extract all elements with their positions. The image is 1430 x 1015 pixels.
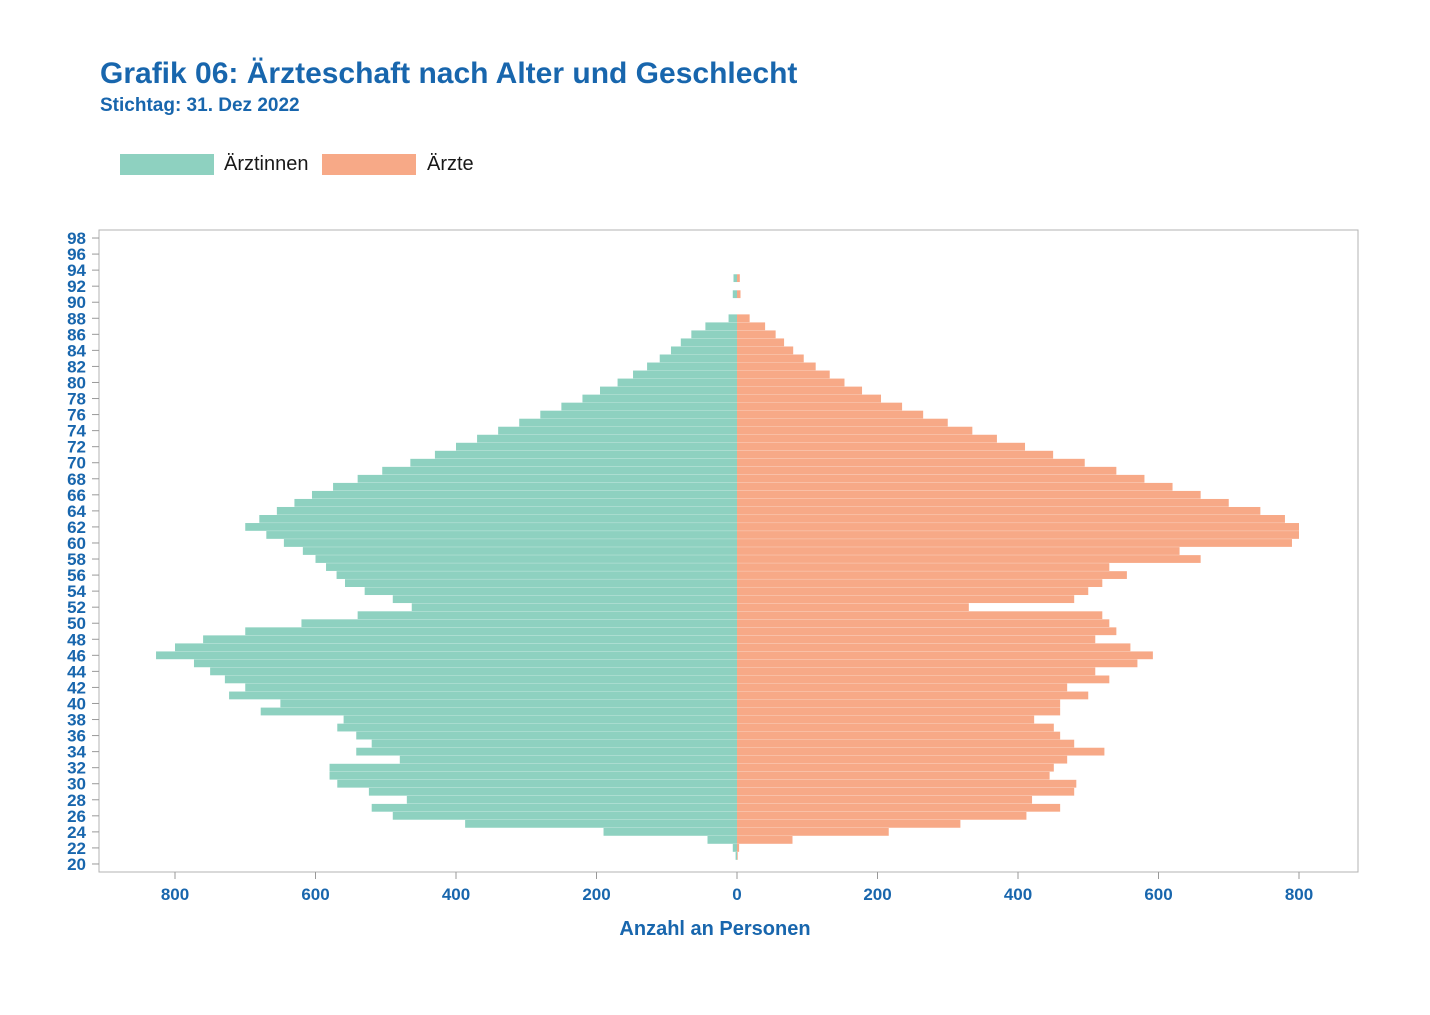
svg-text:200: 200 — [863, 885, 891, 904]
svg-text:600: 600 — [1144, 885, 1172, 904]
svg-text:98: 98 — [67, 229, 86, 248]
svg-text:800: 800 — [1285, 885, 1313, 904]
svg-text:800: 800 — [161, 885, 189, 904]
svg-text:600: 600 — [301, 885, 329, 904]
svg-text:400: 400 — [1004, 885, 1032, 904]
svg-text:200: 200 — [582, 885, 610, 904]
svg-text:0: 0 — [732, 885, 741, 904]
svg-text:400: 400 — [442, 885, 470, 904]
